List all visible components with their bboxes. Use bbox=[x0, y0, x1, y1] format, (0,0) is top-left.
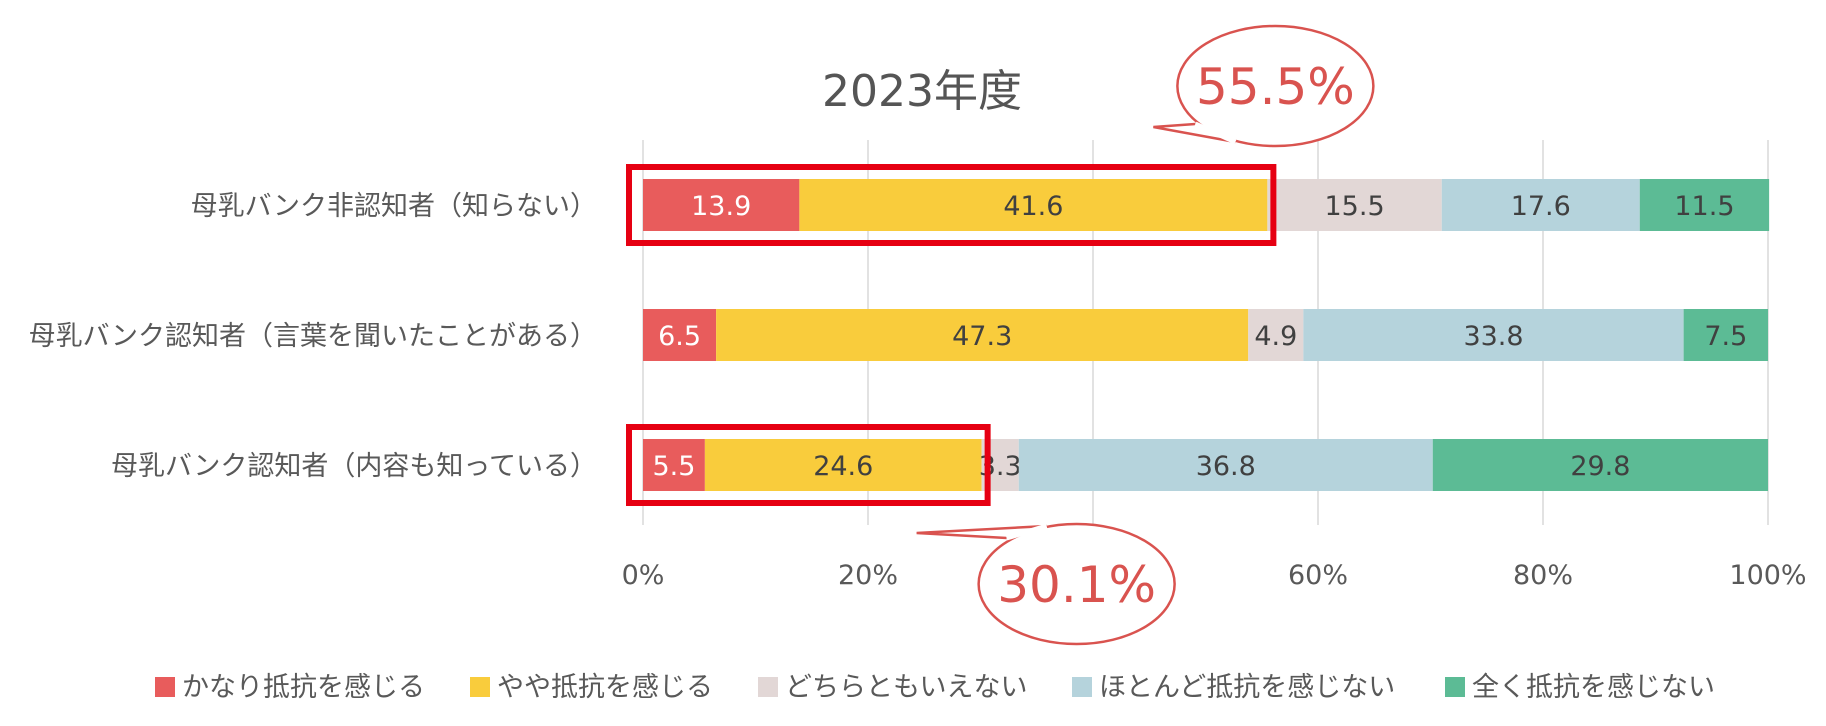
data-label: 4.9 bbox=[1254, 321, 1297, 352]
category-labels: 母乳バンク非認知者（知らない） 母乳バンク認知者（言葉を聞いたことがある） 母乳バン… bbox=[29, 191, 597, 482]
bar-segment bbox=[643, 309, 717, 361]
bar-segment bbox=[643, 439, 705, 491]
bar-segment bbox=[1683, 309, 1768, 361]
chart-title: 2023年度 bbox=[822, 66, 1022, 117]
bar-segment bbox=[1639, 179, 1770, 231]
data-label: 47.3 bbox=[952, 321, 1012, 352]
highlight-box bbox=[626, 424, 991, 506]
data-label: 24.6 bbox=[813, 451, 873, 482]
bar-segment bbox=[1303, 309, 1684, 361]
callout-ellipse bbox=[1176, 24, 1375, 148]
bar-segment bbox=[643, 179, 800, 231]
data-label: 41.6 bbox=[1003, 191, 1063, 222]
legend-item: 全く抵抗を感じない bbox=[1445, 672, 1715, 703]
legend-label: どちらともいえない bbox=[785, 672, 1027, 703]
legend-swatch bbox=[470, 677, 490, 697]
callout-value: 30.1% bbox=[997, 556, 1156, 614]
x-tick-label: 100% bbox=[1729, 560, 1806, 591]
bar-segment bbox=[799, 179, 1268, 231]
category-label: 母乳バンク認知者（言葉を聞いたことがある） bbox=[29, 321, 597, 352]
data-label: 13.9 bbox=[691, 191, 751, 222]
callout-ellipse bbox=[977, 522, 1176, 646]
legend-swatch bbox=[155, 677, 175, 697]
data-label: 15.5 bbox=[1325, 191, 1385, 222]
category-label: 母乳バンク非認知者（知らない） bbox=[191, 191, 597, 222]
bar-segment bbox=[1248, 309, 1304, 361]
legend: かなり抵抗を感じる やや抵抗を感じる どちらともいえない ほとんど抵抗を感じない 全く抵… bbox=[155, 672, 1715, 703]
callout-tail bbox=[1153, 122, 1236, 144]
callout-value: 55.5% bbox=[1196, 58, 1355, 116]
callout-tail-join bbox=[1005, 523, 1048, 541]
legend-label: やや抵抗を感じる bbox=[497, 672, 713, 703]
x-tick-label: 20% bbox=[838, 560, 898, 591]
legend-item: やや抵抗を感じる bbox=[470, 672, 713, 703]
highlight-box bbox=[626, 164, 1277, 246]
data-label: 11.5 bbox=[1674, 191, 1734, 222]
data-label: 29.8 bbox=[1570, 451, 1630, 482]
x-tick-labels: 0%20%40%60%80%100% bbox=[622, 560, 1807, 591]
legend-item: かなり抵抗を感じる bbox=[155, 672, 425, 703]
legend-swatch bbox=[1072, 677, 1092, 697]
callout-bubble: 30.1% bbox=[916, 522, 1176, 646]
bar-segment bbox=[1432, 439, 1768, 491]
bar-segment bbox=[1018, 439, 1433, 491]
data-label: 36.8 bbox=[1196, 451, 1256, 482]
bar-segment bbox=[1441, 179, 1640, 231]
bar-segment bbox=[716, 309, 1249, 361]
category-label: 母乳バンク認知者（内容も知っている） bbox=[111, 451, 597, 482]
legend-swatch bbox=[1445, 677, 1465, 697]
data-label: 17.6 bbox=[1511, 191, 1571, 222]
annotations: 55.5% 30.1% bbox=[626, 24, 1375, 646]
data-label: 5.5 bbox=[652, 451, 695, 482]
legend-label: かなり抵抗を感じる bbox=[182, 672, 425, 703]
x-tick-label: 60% bbox=[1288, 560, 1348, 591]
bar-segment bbox=[704, 439, 982, 491]
bar-segment bbox=[1267, 179, 1442, 231]
callout-bubble: 55.5% bbox=[1153, 24, 1375, 148]
data-label: 7.5 bbox=[1704, 321, 1747, 352]
x-tick-label: 0% bbox=[622, 560, 665, 591]
legend-item: ほとんど抵抗を感じない bbox=[1072, 672, 1395, 703]
bars-group: 13.9 41.6 15.5 17.6 11.5 6.5 47.3 4.9 33.8 7.5 5.5… bbox=[643, 179, 1770, 491]
legend-swatch bbox=[758, 677, 778, 697]
x-tick-label: 80% bbox=[1513, 560, 1573, 591]
data-label: 33.8 bbox=[1463, 321, 1523, 352]
legend-item: どちらともいえない bbox=[758, 672, 1027, 703]
legend-label: ほとんど抵抗を感じない bbox=[1099, 672, 1395, 703]
legend-label: 全く抵抗を感じない bbox=[1472, 672, 1715, 703]
callout-tail-join bbox=[1194, 121, 1237, 145]
data-label: 6.5 bbox=[658, 321, 701, 352]
